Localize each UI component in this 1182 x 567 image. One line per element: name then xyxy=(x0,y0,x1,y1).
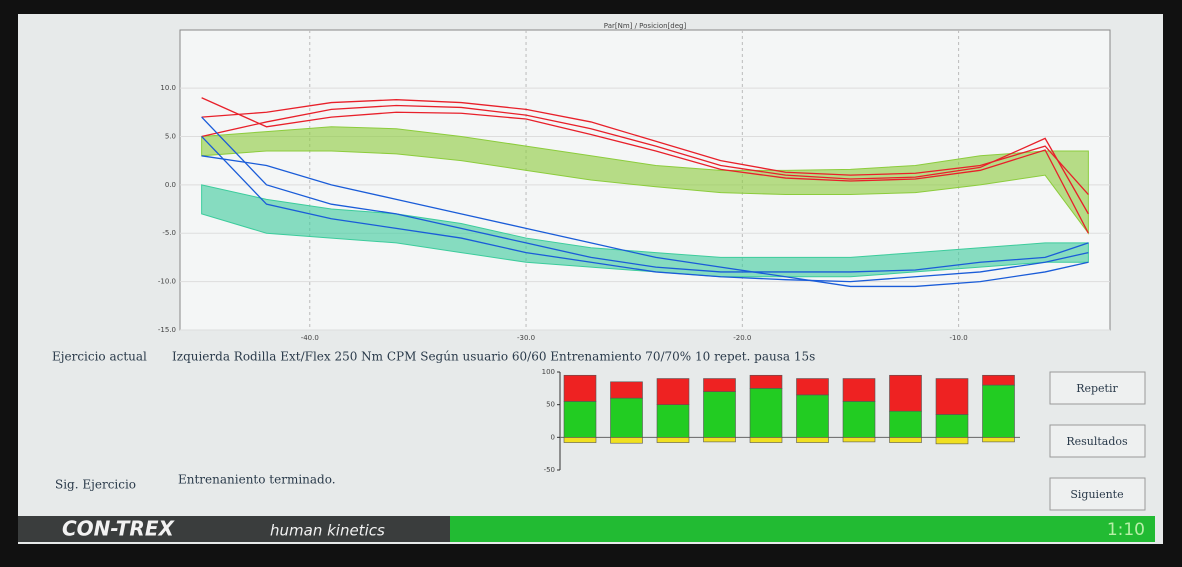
x-tick-label: -20.0 xyxy=(733,334,751,342)
x-tick-label: -10.0 xyxy=(950,334,968,342)
bar-segment xyxy=(611,382,643,398)
brand: CON-TREX xyxy=(62,517,175,541)
y-tick-label: 10.0 xyxy=(160,84,176,92)
bar-segment xyxy=(797,379,829,395)
bar-segment xyxy=(890,375,922,411)
y-tick-label: -5.0 xyxy=(162,229,176,237)
y-tick-label: 50 xyxy=(546,401,555,409)
x-tick-label: -30.0 xyxy=(517,334,535,342)
next-label: Sig. Ejercicio xyxy=(55,478,136,492)
bar-segment xyxy=(657,405,689,438)
bar-segment xyxy=(797,437,829,442)
next-text: Entrenaniento terminado. xyxy=(178,473,336,487)
bar-segment xyxy=(750,437,782,442)
screen: Par[Nm] / Posicion[deg] Ejercicio actual… xyxy=(0,0,1182,567)
chart-title: Par[Nm] / Posicion[deg] xyxy=(604,22,687,30)
y-tick-label: -10.0 xyxy=(158,278,176,286)
bar-segment xyxy=(750,375,782,388)
bar-segment xyxy=(843,437,875,442)
brand-sub: human kinetics xyxy=(270,522,385,540)
bar-segment xyxy=(843,379,875,402)
bar-segment xyxy=(983,375,1015,385)
bar-segment xyxy=(936,437,968,444)
bar-segment xyxy=(564,401,596,437)
y-tick-label: 100 xyxy=(542,368,555,376)
bar-segment xyxy=(564,437,596,442)
bar-segment xyxy=(983,437,1015,442)
repeat-label[interactable]: Repetir xyxy=(1076,382,1118,395)
y-tick-label: 0 xyxy=(551,433,555,441)
bar-segment xyxy=(750,388,782,437)
y-tick-label: 0.0 xyxy=(165,181,176,189)
y-tick-label: -15.0 xyxy=(158,326,176,334)
bar-segment xyxy=(611,398,643,437)
x-tick-label: -40.0 xyxy=(301,334,319,342)
bar-segment xyxy=(564,375,596,401)
progress-bar xyxy=(450,516,1155,542)
bar-segment xyxy=(983,385,1015,437)
bar-segment xyxy=(704,437,736,442)
bar-segment xyxy=(657,379,689,405)
current-text: Izquierda Rodilla Ext/Flex 250 Nm CPM Se… xyxy=(172,350,815,364)
bar-segment xyxy=(611,437,643,443)
bar-segment xyxy=(890,411,922,437)
bar-segment xyxy=(704,379,736,392)
bar-segment xyxy=(704,392,736,438)
current-label: Ejercicio actual xyxy=(52,350,147,364)
bar-segment xyxy=(936,414,968,437)
next-button-label[interactable]: Siguiente xyxy=(1070,488,1123,501)
bar-segment xyxy=(843,401,875,437)
timer: 1:10 xyxy=(1107,520,1145,540)
results-label[interactable]: Resultados xyxy=(1066,435,1128,448)
bar-segment xyxy=(797,395,829,437)
y-tick-label: 5.0 xyxy=(165,132,176,140)
y-tick-label: -50 xyxy=(544,466,555,474)
bar-segment xyxy=(936,379,968,415)
bar-segment xyxy=(657,437,689,442)
bar-segment xyxy=(890,437,922,442)
